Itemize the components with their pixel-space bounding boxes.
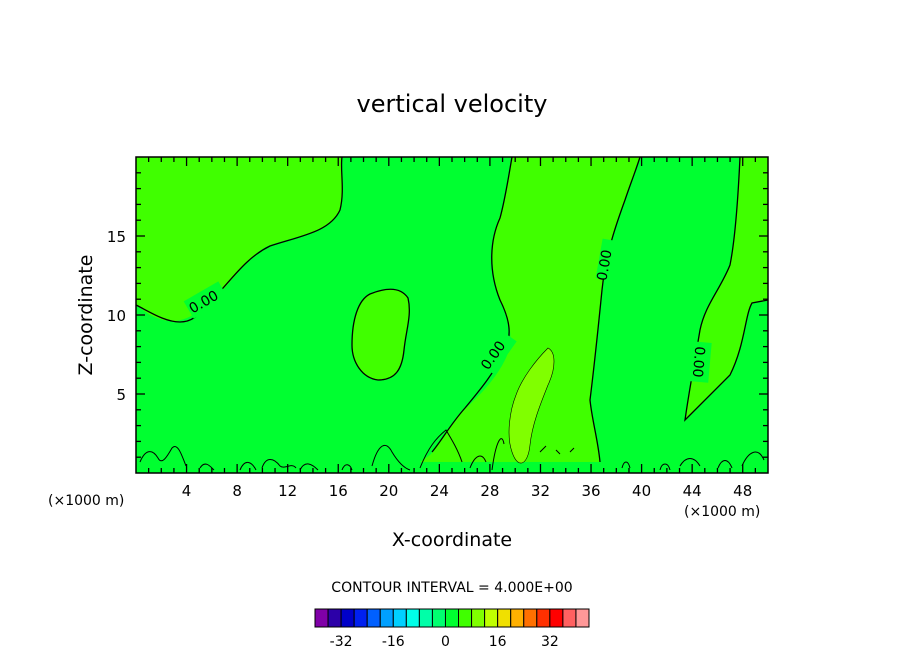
contour-label: 0.00 (689, 346, 708, 378)
x-unit-right: (×1000 m) (684, 504, 760, 520)
colorbar-swatch (314, 608, 329, 628)
x-tick-label: 24 (430, 482, 449, 500)
colorbar-swatch (431, 608, 446, 628)
colorbar-label: 0 (441, 634, 450, 650)
contour-field (136, 157, 768, 473)
colorbar-swatch (523, 608, 538, 628)
colorbar-swatch (458, 608, 473, 628)
colorbar-swatch (366, 608, 381, 628)
colorbar-swatch (549, 608, 564, 628)
colorbar-swatch (471, 608, 486, 628)
chart-title: vertical velocity (357, 90, 548, 118)
colorbar-swatch (418, 608, 433, 628)
contour-interval-text: CONTOUR INTERVAL = 4.000E+00 (331, 580, 572, 596)
x-tick-label: 28 (480, 482, 499, 500)
x-tick-label: 40 (632, 482, 651, 500)
x-tick-label: 20 (379, 482, 398, 500)
colorbar-swatch (497, 608, 512, 628)
contour-label-bg (595, 238, 623, 282)
x-tick-labels: 4 8 12 16 20 24 28 32 36 40 44 48 (182, 482, 752, 500)
y-tick-label: 15 (107, 228, 126, 246)
colorbar-swatch (353, 608, 368, 628)
bottom-strip (136, 462, 768, 473)
colorbar-swatch (327, 608, 342, 628)
y-tick-label: 5 (116, 386, 126, 404)
x-tick-label: 4 (182, 482, 192, 500)
colorbar-swatch (392, 608, 407, 628)
x-tick-label: 8 (232, 482, 242, 500)
colorbar-swatch (536, 608, 551, 628)
contour-label-bg (477, 329, 517, 375)
colorbar-swatch (340, 608, 355, 628)
zero-band-region (136, 157, 512, 462)
contour-noise (139, 429, 765, 471)
x-tick-label: 32 (531, 482, 550, 500)
contour-line (589, 156, 641, 463)
colorbar-swatch (444, 608, 460, 628)
contour-line (431, 156, 513, 453)
positive-region (508, 347, 555, 464)
x-tick-label: 12 (278, 482, 297, 500)
colorbar-label: 32 (541, 634, 559, 650)
x-axis-title: X-coordinate (392, 529, 512, 551)
colorbar-swatch (575, 608, 590, 628)
y-tick-label: 10 (107, 307, 126, 325)
y-axis-title: Z-coordinate (75, 255, 97, 376)
closed-contour-region (351, 288, 410, 381)
axis-ticks (136, 157, 768, 473)
x-tick-label: 16 (329, 482, 348, 500)
zero-band-region-right (590, 157, 768, 462)
x-tick-label: 48 (733, 482, 752, 500)
contour-line (135, 156, 343, 323)
contour-label-bg (688, 341, 712, 383)
colorbar-label: -32 (330, 634, 353, 650)
x-tick-label: 44 (683, 482, 702, 500)
x-unit-left: (×1000 m) (48, 493, 124, 509)
contour-label: 0.00 (594, 249, 615, 282)
colorbar-swatch (562, 608, 577, 628)
colorbar (314, 608, 590, 628)
colorbar-label: 16 (489, 634, 507, 650)
contour-label-bg (183, 281, 229, 319)
colorbar-swatch (510, 608, 525, 628)
colorbar-labels: -32 -16 0 16 32 (330, 634, 559, 650)
colorbar-swatch (379, 608, 394, 628)
colorbar-swatch (484, 608, 499, 628)
x-tick-label: 36 (581, 482, 600, 500)
colorbar-label: -16 (382, 634, 405, 650)
y-tick-labels: 5 10 15 (107, 228, 126, 404)
colorbar-swatch (405, 608, 420, 628)
